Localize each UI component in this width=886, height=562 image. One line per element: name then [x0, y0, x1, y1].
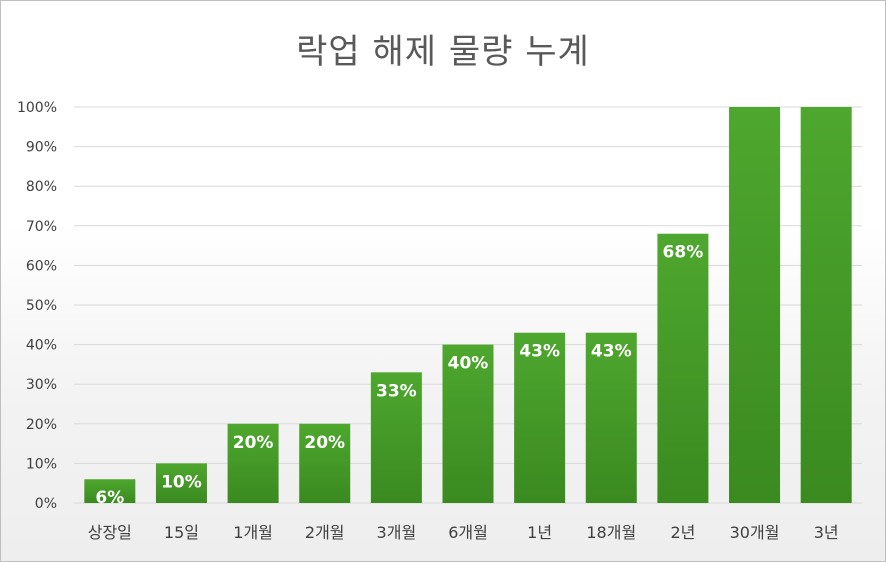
bar: [442, 344, 494, 503]
x-tick-label: 6개월: [448, 523, 488, 542]
x-tick-label: 1개월: [233, 523, 273, 542]
y-tick-label: 80%: [26, 179, 57, 195]
y-tick-label: 30%: [26, 377, 57, 393]
data-label: 43%: [519, 342, 560, 362]
y-tick-label: 70%: [26, 219, 57, 235]
bar: [370, 372, 422, 503]
bar: [227, 423, 279, 503]
data-label: 20%: [304, 433, 345, 453]
bar: [585, 332, 637, 503]
bar: [299, 423, 351, 503]
x-tick-label: 2년: [670, 523, 695, 542]
y-tick-label: 90%: [26, 140, 57, 156]
y-tick-label: 50%: [26, 298, 57, 314]
x-tick-label: 3개월: [377, 523, 417, 542]
data-label: 68%: [663, 243, 704, 263]
data-label: 10%: [161, 472, 202, 492]
bar: [155, 463, 207, 503]
data-label: 33%: [376, 381, 417, 401]
y-tick-label: 20%: [26, 417, 57, 433]
x-tick-label: 2개월: [305, 523, 345, 542]
data-label: 6%: [95, 488, 124, 508]
bar: [84, 479, 136, 503]
x-tick-label: 30개월: [730, 523, 780, 542]
data-label: 20%: [233, 433, 274, 453]
bar: [729, 107, 781, 503]
x-tick-label: 1년: [527, 523, 552, 542]
data-label: 43%: [591, 342, 632, 362]
chart-title: 락업 해제 물량 누계: [296, 32, 590, 72]
y-tick-label: 60%: [26, 258, 57, 274]
x-tick-label: 3년: [814, 523, 839, 542]
x-tick-label: 18개월: [586, 523, 636, 542]
data-label: 40%: [448, 354, 489, 374]
x-tick-label: 15일: [164, 523, 199, 542]
y-tick-label: 10%: [26, 456, 57, 472]
y-tick-label: 100%: [17, 100, 57, 116]
y-tick-label: 40%: [26, 338, 57, 354]
bar: [514, 332, 566, 503]
x-tick-label: 상장일: [88, 523, 132, 542]
bar: [657, 233, 709, 503]
bar: [800, 107, 852, 503]
y-tick-label: 0%: [35, 496, 57, 512]
